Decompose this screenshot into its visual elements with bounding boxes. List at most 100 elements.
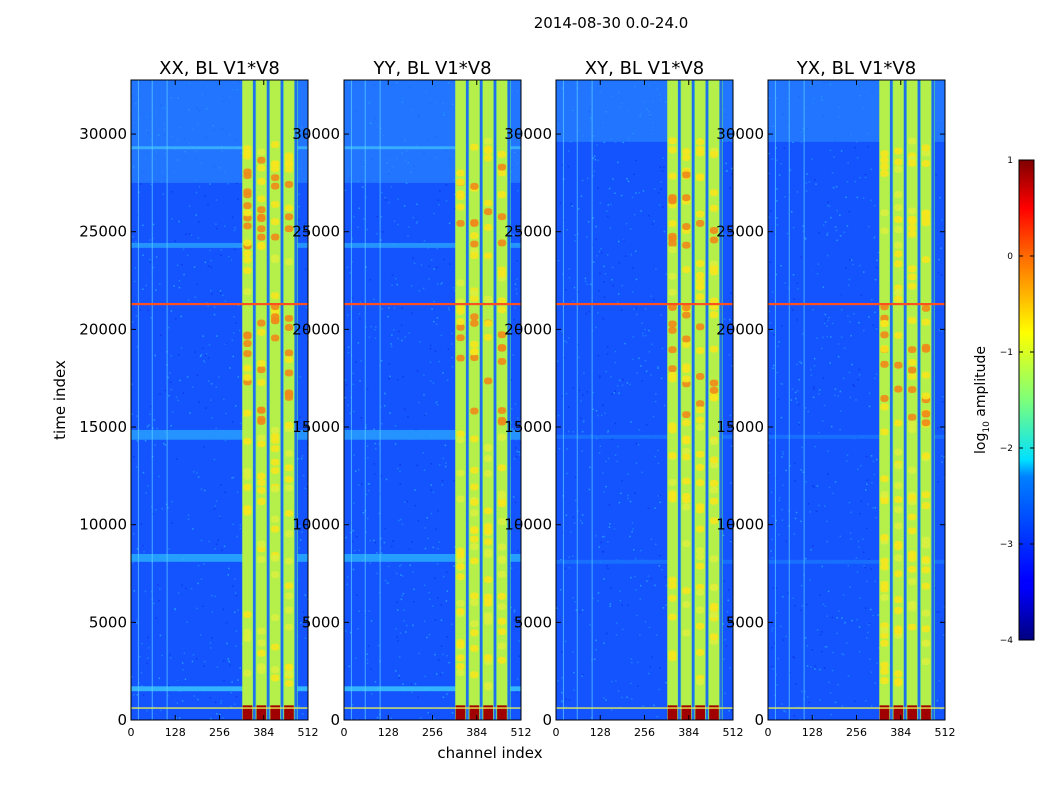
hot-spot	[668, 288, 677, 296]
y-tick-label: 20000	[504, 320, 552, 338]
hot-spot	[908, 215, 917, 223]
hot-spot	[284, 663, 294, 671]
heatmap-image	[344, 80, 521, 720]
hot-spot	[484, 538, 493, 546]
hot-spot	[243, 168, 252, 176]
hot-spot	[284, 450, 294, 457]
hot-spot	[709, 584, 719, 592]
x-axis-label: channel index	[437, 744, 542, 762]
hot-spot	[880, 639, 889, 647]
band-gap	[691, 80, 695, 720]
y-tick-label: 10000	[504, 516, 552, 534]
band-gap	[280, 80, 284, 720]
hot-spot	[894, 462, 903, 470]
hot-spot	[470, 143, 479, 151]
hot-spot	[484, 377, 493, 385]
y-tick-label: 25000	[716, 223, 764, 241]
hot-spot	[709, 297, 719, 305]
hot-spot	[257, 639, 266, 647]
hot-spot	[894, 419, 903, 427]
hot-spot	[497, 628, 507, 636]
hot-spot	[257, 359, 266, 367]
hot-spot	[497, 434, 507, 441]
hot-spot	[668, 493, 677, 501]
heatmap-image	[556, 80, 733, 720]
hot-spot	[484, 199, 493, 207]
hot-spot	[243, 409, 252, 417]
hot-spot	[456, 308, 465, 315]
hot-spot	[470, 483, 479, 491]
hot-spot	[271, 218, 280, 226]
hot-spot	[682, 266, 691, 274]
y-tick-label: 5000	[302, 613, 340, 631]
hot-spot	[257, 213, 266, 221]
hot-spot	[696, 464, 705, 471]
hot-spot	[284, 213, 294, 221]
hot-spot	[271, 200, 280, 208]
band-gap	[719, 80, 723, 720]
y-axis-label: time index	[51, 360, 69, 440]
x-tick-label: 0	[341, 726, 348, 739]
hot-spot	[709, 486, 719, 494]
hot-spot	[243, 340, 252, 347]
hot-spot	[497, 191, 507, 198]
hot-spot	[921, 256, 931, 264]
hot-spot	[908, 493, 917, 501]
hot-spot	[682, 503, 691, 511]
y-tick-label: 10000	[292, 516, 340, 534]
saturated-block	[497, 705, 507, 720]
hot-spot	[894, 191, 903, 198]
hot-spot	[682, 148, 691, 155]
hot-spot	[709, 438, 719, 446]
panel-title: XY, BL V1*V8	[585, 58, 704, 79]
channel-line	[350, 80, 352, 720]
hot-spot	[696, 606, 705, 614]
hot-spot	[484, 444, 493, 452]
time-stripe	[556, 434, 733, 439]
hot-spot	[696, 145, 705, 153]
bright-band-stripe	[482, 80, 494, 720]
hot-spot	[484, 137, 493, 145]
rfi-line	[344, 302, 521, 306]
hot-spot	[880, 319, 889, 327]
hot-spot	[709, 611, 719, 619]
hot-spot	[284, 225, 294, 233]
saturated-block	[709, 705, 719, 720]
hot-spot	[880, 475, 889, 483]
hot-spot	[484, 527, 493, 535]
bright-band-stripe	[269, 80, 281, 720]
band-gap	[294, 80, 298, 720]
hot-spot	[456, 178, 465, 186]
hot-spot	[243, 437, 252, 445]
hot-spot	[696, 547, 705, 554]
band-gap	[479, 80, 483, 720]
hot-spot	[271, 233, 280, 241]
hot-spot	[709, 517, 719, 525]
channel-line	[803, 80, 805, 720]
hot-spot	[668, 232, 677, 240]
band-gap	[931, 80, 935, 720]
hot-spot	[497, 407, 507, 414]
hot-spot	[682, 411, 691, 419]
channel-line	[576, 80, 578, 720]
hot-spot	[243, 191, 252, 199]
hot-spot	[709, 394, 719, 402]
hot-spot	[470, 182, 479, 190]
hot-spot	[880, 163, 889, 170]
hot-spot	[243, 214, 252, 222]
hot-spot	[484, 470, 493, 477]
hot-spot	[894, 385, 903, 393]
hot-spot	[257, 242, 266, 249]
hot-spot	[470, 535, 479, 543]
hot-spot	[709, 386, 719, 394]
low-time-line	[131, 707, 308, 709]
hot-spot	[257, 178, 266, 185]
hot-spot	[668, 137, 677, 145]
hot-spot	[257, 472, 266, 480]
hot-spot	[921, 318, 931, 326]
hot-spot	[709, 265, 719, 273]
hot-spot	[668, 613, 677, 621]
hot-spot	[682, 477, 691, 485]
y-tick-label: 20000	[716, 320, 764, 338]
hot-spot	[908, 554, 917, 562]
